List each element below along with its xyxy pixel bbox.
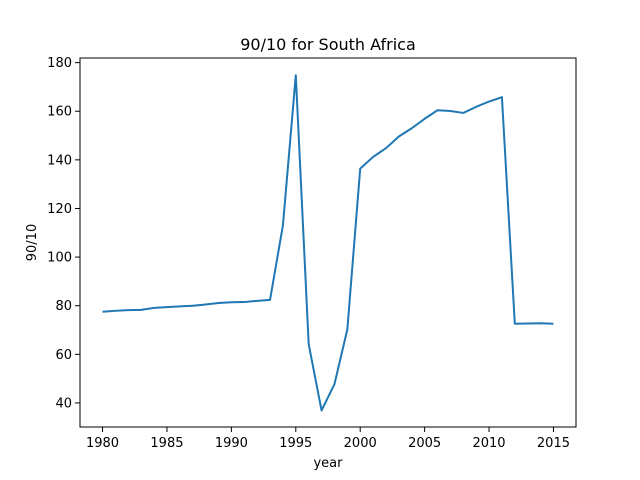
y-tick-label: 80: [55, 299, 72, 314]
y-tick-label: 160: [47, 105, 72, 120]
x-tick-label: 2015: [537, 436, 570, 451]
x-tick-label: 1995: [279, 436, 312, 451]
x-tick-label: 2010: [472, 436, 505, 451]
y-tick-label: 60: [55, 348, 72, 363]
chart-title: 90/10 for South Africa: [240, 35, 416, 54]
x-tick-label: 1985: [150, 436, 183, 451]
x-tick-label: 1990: [215, 436, 248, 451]
x-axis-label: year: [313, 456, 343, 471]
plot-area: [102, 74, 554, 412]
y-tick-label: 100: [47, 251, 72, 266]
y-tick-label: 40: [55, 396, 72, 411]
y-axis: 40 60 80 100 120 140 160 180: [47, 56, 80, 411]
y-axis-label: 90/10: [25, 224, 40, 261]
x-tick-label: 2005: [408, 436, 441, 451]
y-tick-label: 180: [47, 56, 72, 71]
y-tick-label: 120: [47, 202, 72, 217]
plot-frame: [79, 57, 577, 428]
x-axis: 1980 1985 1990 1995 2000 2005 2010 2015: [86, 427, 570, 451]
x-tick-label: 2000: [344, 436, 377, 451]
y-tick-label: 140: [47, 153, 72, 168]
x-tick-label: 1980: [86, 436, 119, 451]
series-line-0: [102, 74, 554, 412]
